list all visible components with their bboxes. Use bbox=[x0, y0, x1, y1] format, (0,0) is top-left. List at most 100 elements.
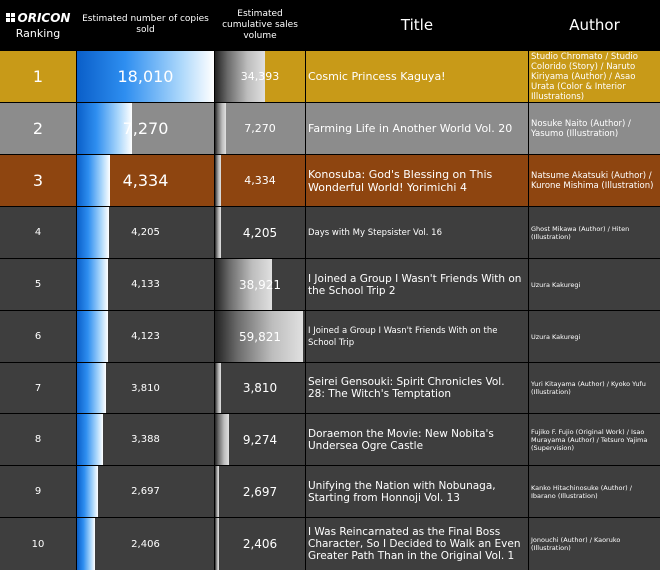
author-header: Author bbox=[569, 16, 620, 34]
table-row: 9 2,697 2,697 Unifying the Nation with Nobu… bbox=[0, 466, 660, 517]
author-cell: Natsume Akatsuki (Author) / Kurone Mishi… bbox=[529, 155, 660, 206]
cumulative-value: 34,393 bbox=[240, 70, 280, 83]
table-header: ORICON Ranking Estimated number of copie… bbox=[0, 0, 660, 50]
title-cell: Unifying the Nation with Nobunaga, Start… bbox=[306, 466, 528, 517]
cumulative-value: 4,334 bbox=[244, 174, 276, 187]
brand-name: ORICON bbox=[17, 10, 71, 25]
copies-cell: 4,123 bbox=[77, 311, 214, 362]
book-author: Ghost Mikawa (Author) / Hiten (Illustrat… bbox=[531, 224, 630, 241]
book-author: Natsume Akatsuki (Author) / Kurone Mishi… bbox=[531, 170, 654, 191]
copies-bar bbox=[77, 518, 95, 570]
rank-cell: 8 bbox=[0, 414, 76, 465]
copies-cell: 2,697 bbox=[77, 466, 214, 517]
copies-bar bbox=[77, 414, 103, 465]
cumulative-value: 9,274 bbox=[242, 432, 278, 447]
copies-value: 4,205 bbox=[131, 227, 160, 238]
title-cell: I Joined a Group I Wasn't Friends With o… bbox=[306, 259, 528, 310]
rank-number: 3 bbox=[32, 171, 44, 190]
copies-bar bbox=[77, 155, 110, 206]
copies-value: 4,123 bbox=[131, 331, 160, 342]
rank-cell: 3 bbox=[0, 155, 76, 206]
author-cell: Yuri Kitayama (Author) / Kyoko Yufu (Ill… bbox=[529, 363, 660, 413]
copies-cell: 7,270 bbox=[77, 103, 214, 154]
copies-bar bbox=[77, 311, 108, 362]
cumulative-cell: 2,406 bbox=[215, 518, 305, 570]
rank-cell: 6 bbox=[0, 311, 76, 362]
book-author: Jonouchi (Author) / Kaoruko (Illustratio… bbox=[531, 536, 621, 552]
table-row: 8 3,388 9,274 Doraemon the Movie: New Nobit… bbox=[0, 414, 660, 465]
rank-number: 10 bbox=[31, 538, 45, 550]
title-cell: Cosmic Princess Kaguya! bbox=[306, 51, 528, 102]
cumulative-cell: 4,205 bbox=[215, 207, 305, 258]
ranking-header: Ranking bbox=[15, 26, 61, 40]
copies-value: 2,406 bbox=[131, 538, 160, 550]
cumulative-cell: 38,921 bbox=[215, 259, 305, 310]
table-row: 5 4,133 38,921 I Joined a Group I Wasn't Fr… bbox=[0, 259, 660, 310]
author-cell: Jonouchi (Author) / Kaoruko (Illustratio… bbox=[529, 518, 660, 570]
cumulative-bar bbox=[215, 363, 221, 413]
book-author: Fujiko F. Fujio (Original Work) / Isao M… bbox=[531, 427, 648, 452]
rank-cell: 10 bbox=[0, 518, 76, 570]
title-cell: Seirei Gensouki: Spirit Chronicles Vol. … bbox=[306, 363, 528, 413]
rank-number: 4 bbox=[34, 227, 42, 238]
book-title: Seirei Gensouki: Spirit Chronicles Vol. … bbox=[308, 376, 505, 400]
book-title: Days with My Stepsister Vol. 16 bbox=[308, 227, 442, 238]
rank-cell: 5 bbox=[0, 259, 76, 310]
author-cell: Nosuke Naito (Author) / Yasumo (Illustra… bbox=[529, 103, 660, 154]
cumulative-bar bbox=[215, 103, 226, 154]
title-cell: Konosuba: God's Blessing on This Wonderf… bbox=[306, 155, 528, 206]
author-cell: Ghost Mikawa (Author) / Hiten (Illustrat… bbox=[529, 207, 660, 258]
table-row: 6 4,123 59,821 I Joined a Group I Wasn't Fr… bbox=[0, 311, 660, 362]
book-title: Cosmic Princess Kaguya! bbox=[308, 70, 446, 83]
book-author: Studio Chromato / Studio Colorido (Story… bbox=[531, 51, 638, 102]
cumulative-cell: 3,810 bbox=[215, 363, 305, 413]
table-row: 7 3,810 3,810 Seirei Gensouki: Spirit Chron… bbox=[0, 363, 660, 413]
book-title: Doraemon the Movie: New Nobita's Underse… bbox=[308, 427, 494, 452]
book-title: I Joined a Group I Wasn't Friends With o… bbox=[308, 325, 498, 348]
rank-cell: 2 bbox=[0, 103, 76, 154]
rank-number: 9 bbox=[34, 486, 42, 497]
title-cell: I Joined a Group I Wasn't Friends With o… bbox=[306, 311, 528, 362]
cumulative-bar bbox=[215, 207, 221, 258]
copies-cell: 3,388 bbox=[77, 414, 214, 465]
copies-value: 3,388 bbox=[131, 434, 160, 445]
cumulative-value: 38,921 bbox=[239, 277, 281, 292]
copies-value: 3,810 bbox=[131, 382, 160, 394]
copies-value: 4,133 bbox=[131, 279, 160, 290]
rank-cell: 4 bbox=[0, 207, 76, 258]
book-title: I Joined a Group I Wasn't Friends With o… bbox=[308, 272, 522, 297]
book-title: Farming Life in Another World Vol. 20 bbox=[308, 122, 513, 135]
copies-bar bbox=[77, 103, 132, 154]
cumulative-bar bbox=[215, 259, 272, 310]
cumulative-cell: 34,393 bbox=[215, 51, 305, 102]
author-cell: Uzura Kakuregi bbox=[529, 259, 660, 310]
title-cell: I Was Reincarnated as the Final Boss Cha… bbox=[306, 518, 528, 570]
cumulative-value: 7,270 bbox=[244, 122, 276, 135]
title-header: Title bbox=[400, 16, 434, 34]
cumulative-value: 2,406 bbox=[242, 537, 278, 551]
rank-number: 8 bbox=[34, 434, 42, 445]
book-title: Unifying the Nation with Nobunaga, Start… bbox=[308, 479, 496, 504]
table-row: 10 2,406 2,406 I Was Reincarnated as the Fi… bbox=[0, 518, 660, 570]
cumulative-bar bbox=[215, 518, 219, 570]
author-cell: Fujiko F. Fujio (Original Work) / Isao M… bbox=[529, 414, 660, 465]
rank-cell: 7 bbox=[0, 363, 76, 413]
cumulative-bar bbox=[215, 466, 219, 517]
book-author: Uzura Kakuregi bbox=[531, 280, 581, 289]
book-author: Kanko Hitachinosuke (Author) / Ibarano (… bbox=[531, 483, 632, 500]
cumulative-value: 59,821 bbox=[239, 329, 281, 344]
cumulative-bar bbox=[215, 414, 229, 465]
title-cell: Days with My Stepsister Vol. 16 bbox=[306, 207, 528, 258]
copies-sold-header: Estimated number of copies sold bbox=[82, 14, 209, 35]
author-cell: Kanko Hitachinosuke (Author) / Ibarano (… bbox=[529, 466, 660, 517]
cumulative-cell: 2,697 bbox=[215, 466, 305, 517]
rank-number: 1 bbox=[32, 67, 44, 86]
table-row: 4 4,205 4,205 Days with My Stepsister Vol. … bbox=[0, 207, 660, 258]
oricon-logo-icon bbox=[5, 13, 15, 22]
copies-cell: 4,205 bbox=[77, 207, 214, 258]
copies-bar bbox=[77, 363, 106, 413]
copies-value: 18,010 bbox=[117, 67, 174, 86]
title-cell: Farming Life in Another World Vol. 20 bbox=[306, 103, 528, 154]
copies-cell: 4,334 bbox=[77, 155, 214, 206]
